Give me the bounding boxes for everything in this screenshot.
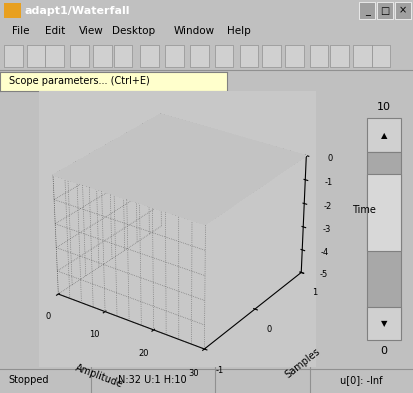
Text: adapt1/Waterfall: adapt1/Waterfall bbox=[25, 6, 130, 16]
Text: N:32 U:1 H:10: N:32 U:1 H:10 bbox=[119, 375, 187, 385]
X-axis label: Amplitude: Amplitude bbox=[74, 362, 124, 389]
Bar bbox=[367, 307, 401, 340]
Text: ▲: ▲ bbox=[381, 130, 387, 140]
Text: ▼: ▼ bbox=[381, 319, 387, 328]
Bar bbox=[262, 45, 281, 67]
Text: _: _ bbox=[365, 6, 370, 16]
Bar bbox=[377, 2, 393, 19]
Text: Edit: Edit bbox=[45, 26, 66, 36]
Bar bbox=[367, 118, 401, 152]
Bar bbox=[359, 2, 375, 19]
Bar bbox=[70, 45, 89, 67]
Bar bbox=[310, 45, 328, 67]
Bar bbox=[190, 45, 209, 67]
Text: u[0]: -Inf: u[0]: -Inf bbox=[340, 375, 382, 385]
Bar bbox=[140, 45, 159, 67]
Bar bbox=[27, 45, 45, 67]
Text: Stopped: Stopped bbox=[8, 375, 49, 385]
Bar bbox=[4, 45, 23, 67]
Bar bbox=[367, 152, 401, 329]
Text: ×: × bbox=[399, 6, 407, 16]
Bar bbox=[285, 45, 304, 67]
Bar bbox=[215, 45, 233, 67]
Bar bbox=[114, 45, 132, 67]
Text: File: File bbox=[12, 26, 30, 36]
Text: 0: 0 bbox=[381, 346, 387, 356]
Y-axis label: Samples: Samples bbox=[283, 346, 322, 380]
Text: Desktop: Desktop bbox=[112, 26, 154, 36]
Bar bbox=[367, 174, 401, 251]
Text: □: □ bbox=[380, 6, 389, 16]
Text: Scope parameters... (Ctrl+E): Scope parameters... (Ctrl+E) bbox=[9, 76, 150, 86]
Text: 10: 10 bbox=[377, 102, 391, 112]
Bar bbox=[45, 45, 64, 67]
Text: Help: Help bbox=[227, 26, 251, 36]
Bar bbox=[4, 3, 21, 18]
Bar bbox=[372, 45, 390, 67]
Bar bbox=[353, 45, 372, 67]
Bar bbox=[165, 45, 184, 67]
Text: View: View bbox=[78, 26, 103, 36]
Bar bbox=[240, 45, 258, 67]
Bar bbox=[330, 45, 349, 67]
Text: Window: Window bbox=[173, 26, 215, 36]
Bar bbox=[93, 45, 112, 67]
Bar bbox=[395, 2, 411, 19]
